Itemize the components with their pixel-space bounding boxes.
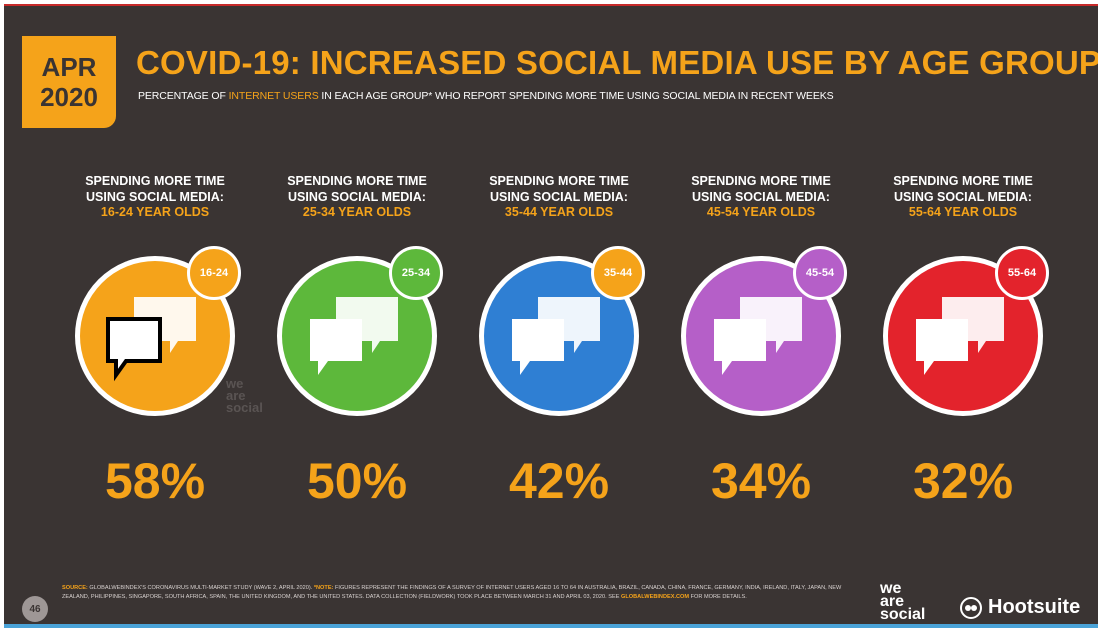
age-card-45-54: SPENDING MORE TIME USING SOCIAL MEDIA: 4… <box>672 174 850 509</box>
card-line2: USING SOCIAL MEDIA: <box>288 189 426 204</box>
watermark-line3: social <box>226 400 263 415</box>
chat-bubbles-icon <box>310 297 398 375</box>
subtitle-post: IN EACH AGE GROUP* WHO REPORT SPENDING M… <box>318 90 834 102</box>
source-label: SOURCE: <box>62 585 88 591</box>
hootsuite-logo: Hootsuite <box>960 596 1080 619</box>
card-age-label: 55-64 YEAR OLDS <box>908 205 1018 219</box>
card-line1: SPENDING MORE TIME <box>85 174 225 188</box>
logo-line3: social <box>880 606 926 623</box>
age-card-35-44: SPENDING MORE TIME USING SOCIAL MEDIA: 3… <box>470 174 648 509</box>
card-age-label: 35-44 YEAR OLDS <box>504 205 614 219</box>
note-label: *NOTE: <box>313 585 334 591</box>
percentage-value: 42% <box>508 453 610 509</box>
logo-line2: are <box>880 593 905 610</box>
logo-line1: we <box>880 580 902 597</box>
card-heading: SPENDING MORE TIME USING SOCIAL MEDIA: 3… <box>470 174 648 221</box>
percentage-value: 58% <box>104 453 206 509</box>
card-line1: SPENDING MORE TIME <box>893 174 1033 188</box>
card-age-label: 25-34 YEAR OLDS <box>302 205 412 219</box>
card-heading: SPENDING MORE TIME USING SOCIAL MEDIA: 5… <box>874 174 1052 221</box>
age-tag: 35-44 <box>591 246 645 300</box>
card-line2: USING SOCIAL MEDIA: <box>692 189 830 204</box>
note-text: FIGURES REPRESENT THE FINDINGS OF A SURV… <box>62 585 842 600</box>
percentage-value: 50% <box>306 453 408 509</box>
age-tag: 45-54 <box>793 246 847 300</box>
chat-circle <box>479 256 639 416</box>
age-tag: 16-24 <box>187 246 241 300</box>
subtitle-pre: PERCENTAGE OF <box>138 90 229 102</box>
we-are-social-logo: we are social <box>880 580 926 623</box>
age-tag: 25-34 <box>389 246 443 300</box>
age-card-55-64: SPENDING MORE TIME USING SOCIAL MEDIA: 5… <box>874 174 1052 509</box>
card-line2: USING SOCIAL MEDIA: <box>86 189 224 204</box>
card-line1: SPENDING MORE TIME <box>489 174 629 188</box>
watermark-logo: we are social <box>226 376 263 415</box>
card-heading: SPENDING MORE TIME USING SOCIAL MEDIA: 4… <box>672 174 850 221</box>
card-age-label: 45-54 YEAR OLDS <box>706 205 816 219</box>
age-card-16-24: SPENDING MORE TIME USING SOCIAL MEDIA: 1… <box>66 174 244 509</box>
date-month: APR <box>41 52 97 82</box>
chat-circle <box>277 256 437 416</box>
hootsuite-wordmark: Hootsuite <box>988 596 1081 618</box>
page-subtitle: PERCENTAGE OF INTERNET USERS IN EACH AGE… <box>138 90 834 102</box>
owl-icon <box>960 596 982 619</box>
page-title: COVID-19: INCREASED SOCIAL MEDIA USE BY … <box>136 44 1098 81</box>
chat-circle <box>883 256 1043 416</box>
bottom-accent-bar <box>4 624 1098 628</box>
card-line1: SPENDING MORE TIME <box>287 174 427 188</box>
card-line1: SPENDING MORE TIME <box>691 174 831 188</box>
card-line2: USING SOCIAL MEDIA: <box>490 189 628 204</box>
date-badge: APR 2020 <box>22 36 116 128</box>
slide: APR 2020 COVID-19: INCREASED SOCIAL MEDI… <box>4 4 1098 626</box>
page-number: 46 <box>22 596 48 622</box>
chat-bubbles-icon <box>106 297 196 382</box>
date-year: 2020 <box>40 82 98 112</box>
age-tag: 55-64 <box>995 246 1049 300</box>
card-age-label: 16-24 YEAR OLDS <box>100 205 210 219</box>
source-note: SOURCE: GLOBALWEBINDEX'S CORONAVIRUS MUL… <box>62 584 852 602</box>
source-text: GLOBALWEBINDEX'S CORONAVIRUS MULTI-MARKE… <box>89 585 313 591</box>
percentage-value: 32% <box>912 453 1014 509</box>
card-heading: SPENDING MORE TIME USING SOCIAL MEDIA: 1… <box>66 174 244 221</box>
note-end: FOR MORE DETAILS. <box>690 594 747 600</box>
note-link[interactable]: GLOBALWEBINDEX.COM <box>621 594 690 600</box>
subtitle-highlight: INTERNET USERS <box>228 90 319 102</box>
card-line2: USING SOCIAL MEDIA: <box>894 189 1032 204</box>
age-card-25-34: SPENDING MORE TIME USING SOCIAL MEDIA: 2… <box>268 174 446 509</box>
watermark-line1: we <box>226 376 244 391</box>
card-heading: SPENDING MORE TIME USING SOCIAL MEDIA: 2… <box>268 174 446 221</box>
chat-bubbles-icon <box>512 297 600 375</box>
chat-bubbles-icon <box>714 297 802 375</box>
chat-bubbles-icon <box>916 297 1004 375</box>
percentage-value: 34% <box>710 453 812 509</box>
watermark-line2: are <box>226 388 246 403</box>
